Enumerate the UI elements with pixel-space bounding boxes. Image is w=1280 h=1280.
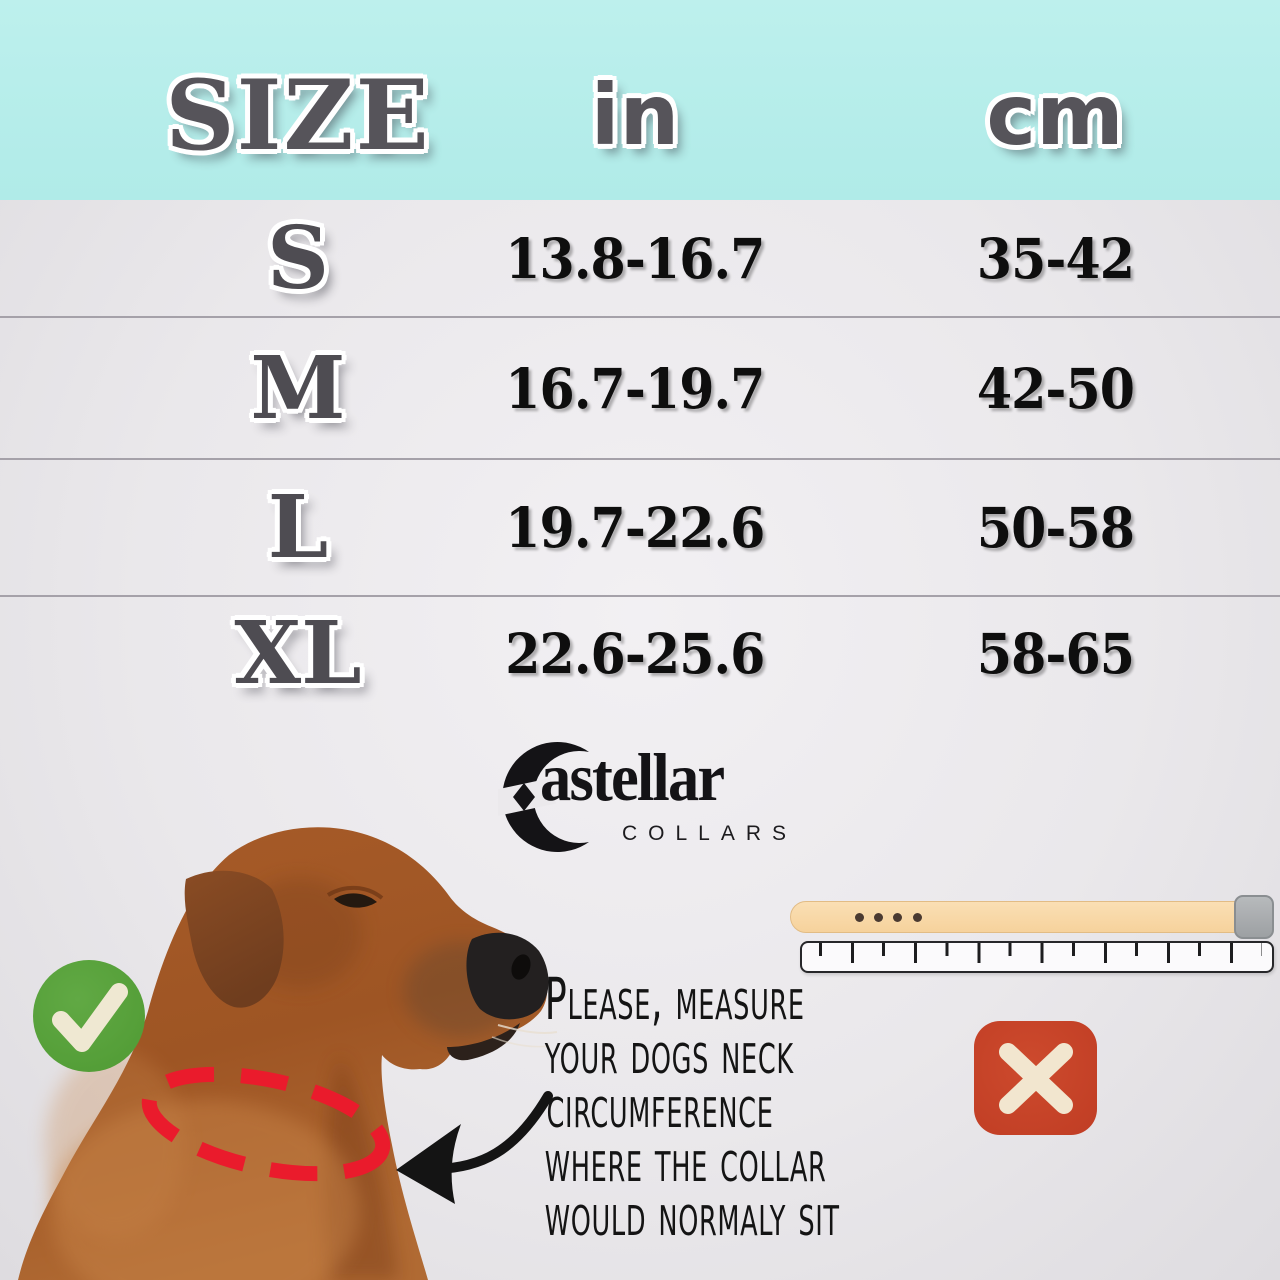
inches-value: 22.6-25.6	[505, 621, 765, 686]
dog-mouth	[447, 1023, 520, 1061]
brand-name: astellar	[540, 739, 725, 815]
size-label: M	[250, 337, 346, 439]
measure-note: Please, measure your dogs neck circumfer…	[480, 965, 840, 1250]
brand-subtitle: COLLARS	[622, 822, 798, 845]
cm-value: 50-58	[976, 495, 1134, 560]
size-label: XL	[234, 603, 362, 704]
column-header-in: in	[590, 66, 680, 164]
crescent-moon-icon	[498, 742, 589, 852]
collar-buckle	[1234, 895, 1274, 939]
collar-hole	[913, 913, 922, 922]
ruler-illustration	[800, 941, 1274, 973]
note-line: your dogs neck	[544, 1019, 794, 1088]
check-badge	[33, 960, 145, 1072]
dog-nose	[466, 932, 549, 1020]
dog-ear	[184, 870, 284, 1008]
inches-value: 13.8-16.7	[505, 225, 765, 291]
column-header-size: SIZE	[165, 58, 431, 172]
table-row: M 16.7-19.7 42-50	[0, 318, 1280, 460]
cm-value: 58-65	[976, 621, 1134, 686]
table-row: S 13.8-16.7 35-42	[0, 200, 1280, 318]
collar-hole	[855, 913, 864, 922]
ruler-ticks	[851, 943, 1262, 963]
collar-hole	[874, 913, 883, 922]
x-icon	[999, 1043, 1073, 1114]
cm-value: 35-42	[976, 225, 1134, 291]
table-row: L 19.7-22.6 50-58	[0, 460, 1280, 597]
collar-hole	[893, 913, 902, 922]
dog-eye	[334, 893, 377, 908]
table-header: SIZE in cm	[0, 0, 1280, 200]
note-line: circumference	[546, 1073, 774, 1142]
inches-value: 19.7-22.6	[505, 495, 765, 560]
check-icon	[52, 983, 128, 1052]
table-row: XL 22.6-25.6 58-65	[0, 597, 1280, 710]
column-header-cm: cm	[986, 66, 1124, 164]
cross-badge	[974, 1021, 1097, 1135]
inches-value: 16.7-19.7	[505, 355, 765, 421]
collar-illustration	[790, 901, 1252, 933]
cm-value: 42-50	[976, 355, 1134, 421]
note-line: where the collar	[544, 1127, 827, 1196]
note-line: Please, measure	[544, 965, 805, 1034]
size-label: L	[267, 477, 329, 578]
note-line: would normaly sit	[544, 1181, 840, 1250]
size-label: S	[266, 207, 330, 309]
brand-logo: astellar COLLARS	[440, 730, 840, 870]
